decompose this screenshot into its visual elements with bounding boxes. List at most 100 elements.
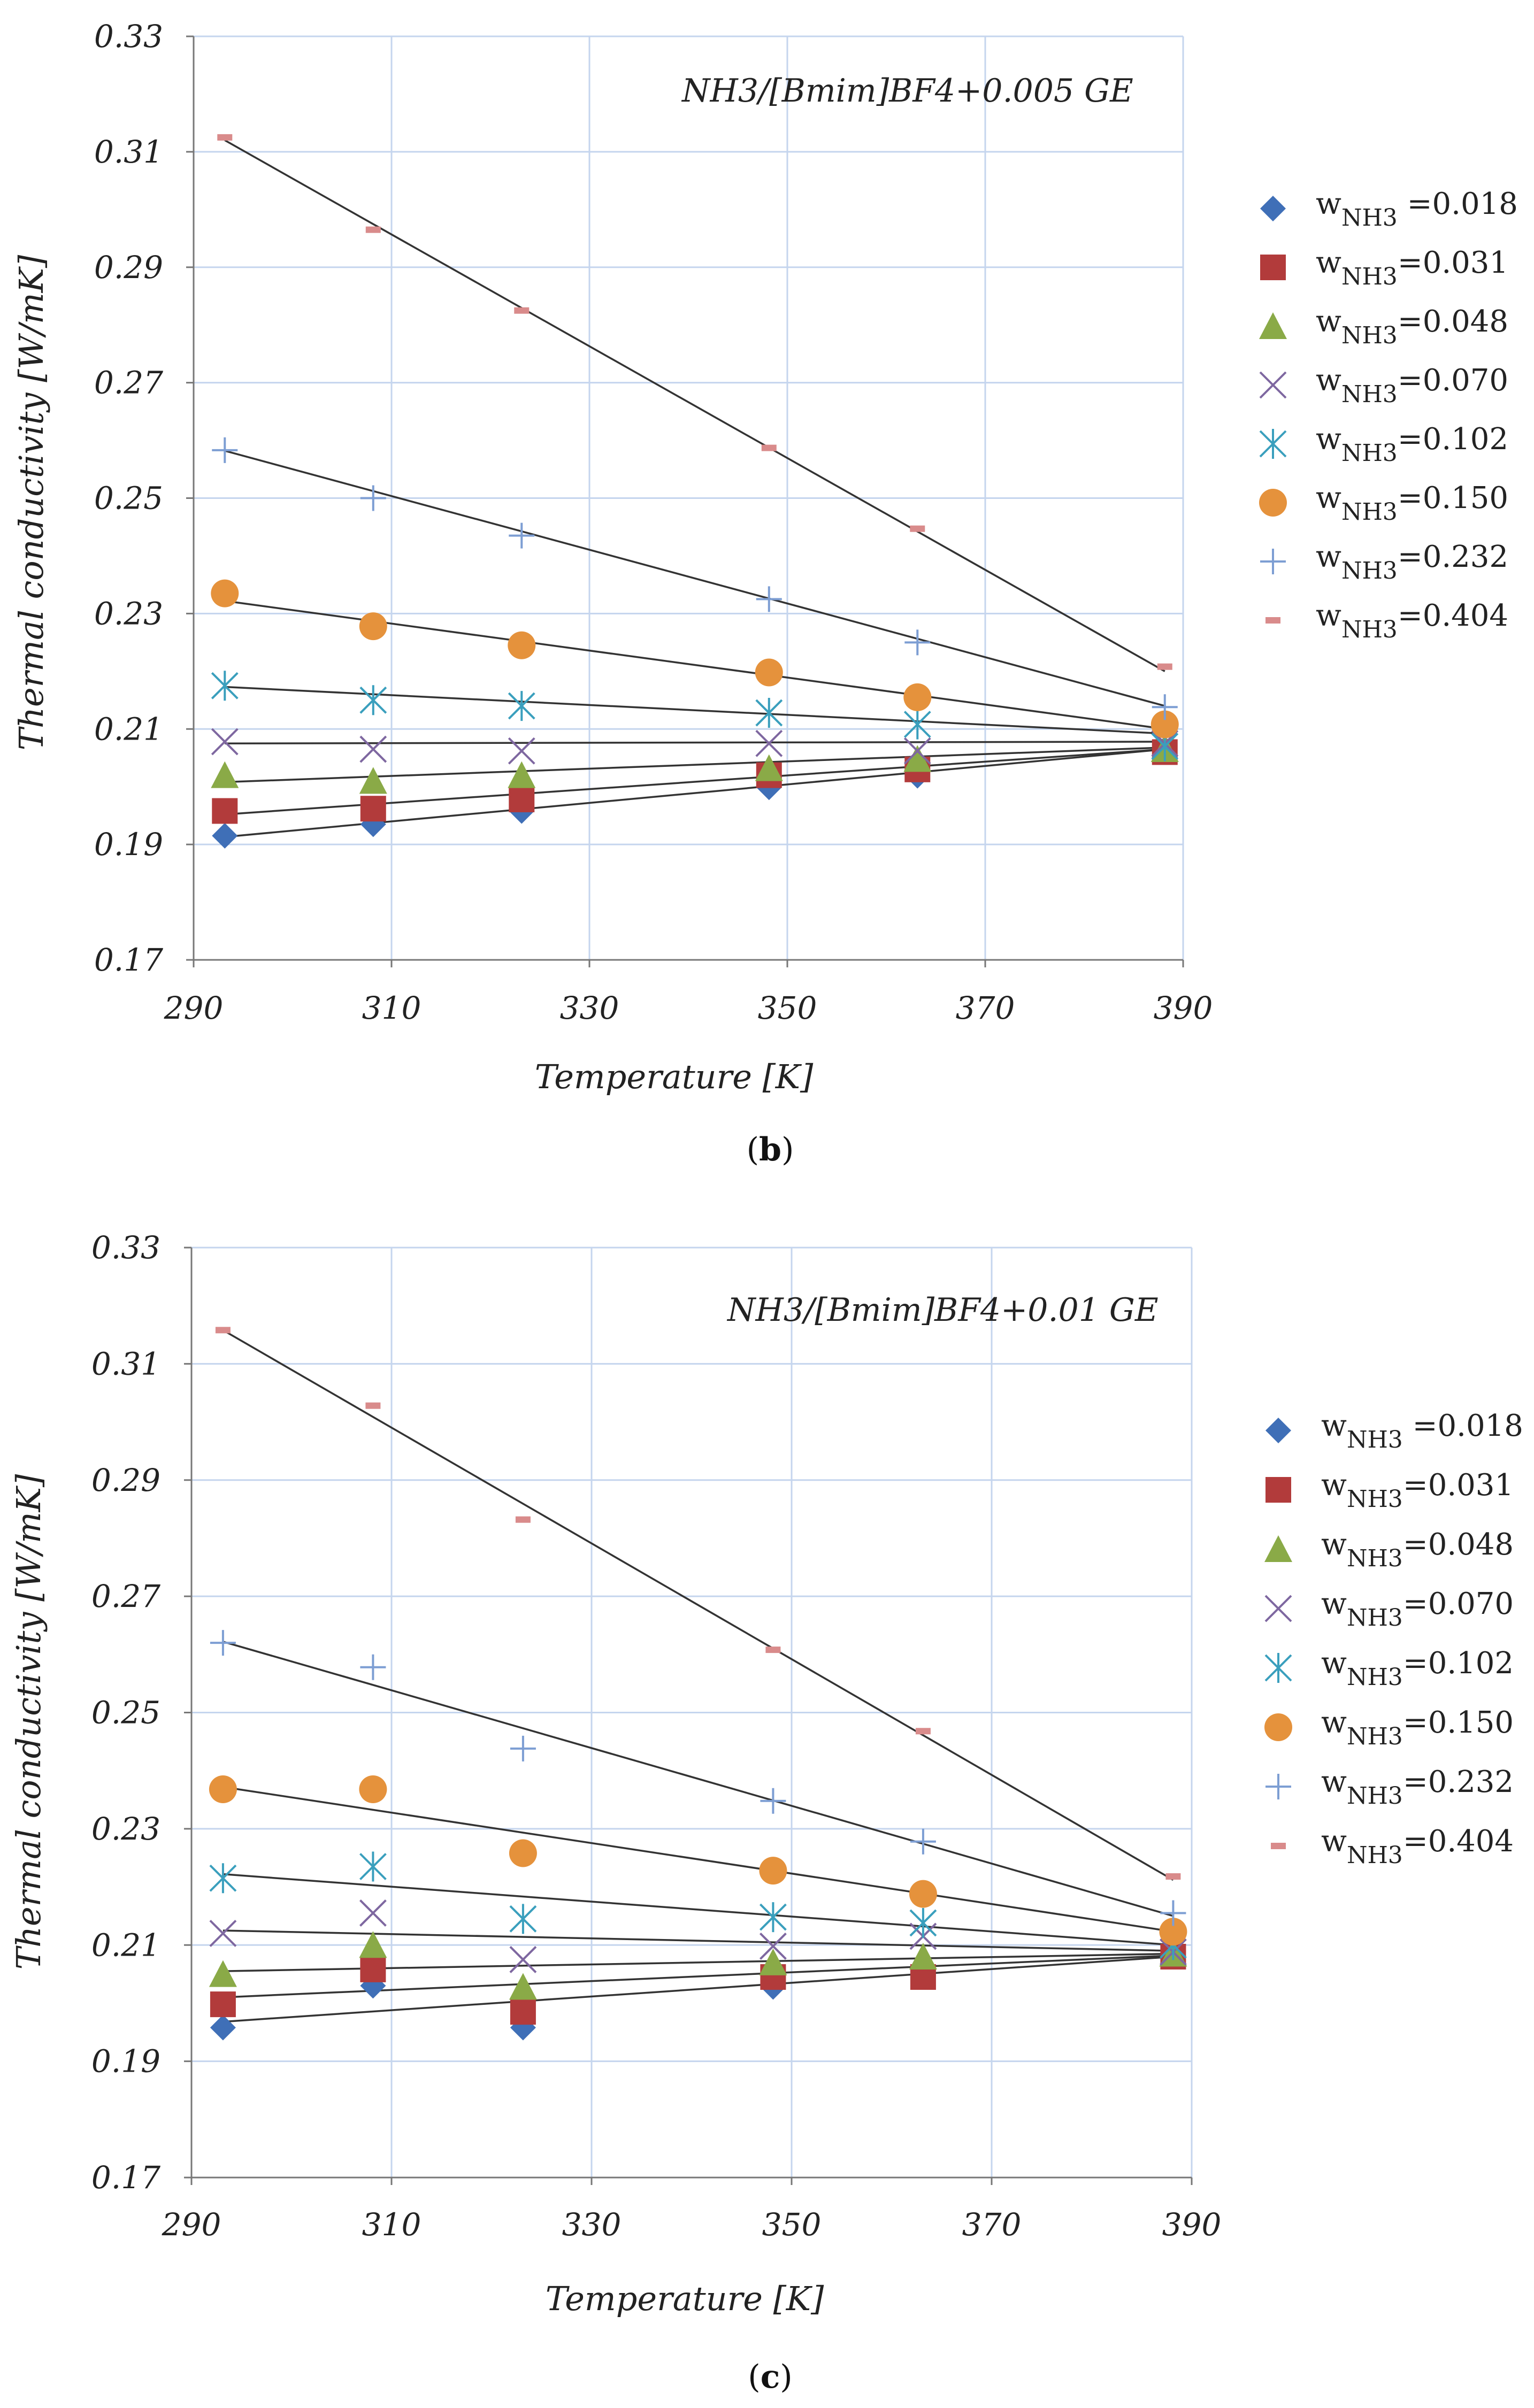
legend-label: wNH3=0.404 (1321, 1824, 1514, 1869)
y-axis-title: Thermal conductivity [W/mK] (9, 1474, 48, 1970)
legend: wNH3 =0.018 wNH3=0.031 wNH3=0.048 wNH3=0.07… (1264, 1409, 1523, 1869)
x-tick-label: 350 (758, 990, 817, 1026)
data-point-series-6 (360, 485, 386, 511)
data-point-series-7 (215, 1327, 231, 1334)
y-tick-label: 0.27 (94, 365, 163, 401)
x-tick-label: 330 (562, 2206, 622, 2243)
data-point-series-6 (360, 1654, 386, 1680)
legend-label: wNH3=0.150 (1316, 481, 1508, 526)
data-point-series-7 (514, 307, 530, 314)
chart-panel-c: NH3/[Bmim]BF4+0.01 GE Thermal conductivi… (9, 1229, 1523, 2396)
data-point-series-5 (903, 683, 932, 711)
data-point-series-6 (212, 437, 238, 463)
legend-marker-2 (1259, 312, 1287, 339)
data-point-series-3 (209, 1920, 237, 1947)
tick-labels: 0.17 0.19 0.21 0.23 0.25 0.27 0.29 0.31 0.33 290 3… (91, 1229, 1222, 2243)
data-point-series-5 (508, 631, 536, 659)
data-point-series-5 (755, 658, 783, 687)
data-point-series-1 (210, 1991, 236, 2018)
data-point-series-3 (359, 735, 387, 763)
y-tick-label: 0.29 (91, 1462, 160, 1498)
data-points (209, 1327, 1187, 2041)
data-point-series-4 (903, 709, 931, 740)
legend-label: wNH3=0.048 (1321, 1527, 1514, 1572)
y-tick-label: 0.25 (94, 480, 163, 517)
fit-line-series-6 (224, 450, 1165, 707)
legend-marker-4 (1264, 1653, 1292, 1683)
legend-marker-1 (1265, 1477, 1291, 1503)
data-point-series-4 (509, 1904, 537, 1934)
panel-caption: (c) (748, 2358, 792, 2396)
data-point-series-5 (1159, 1918, 1187, 1946)
legend-marker-4 (1259, 429, 1287, 459)
data-point-series-2 (209, 1960, 237, 1987)
data-point-series-2 (359, 1931, 387, 1958)
legend-label: wNH3 =0.018 (1316, 187, 1518, 232)
chart-annotation: NH3/[Bmim]BF4+0.005 GE (681, 72, 1133, 110)
legend-marker-0 (1260, 196, 1286, 221)
legend-marker-2 (1264, 1535, 1292, 1562)
data-point-series-2 (211, 761, 239, 788)
data-point-series-3 (903, 737, 931, 765)
data-point-series-7 (1165, 1873, 1181, 1880)
y-tick-label: 0.33 (91, 1229, 160, 1266)
legend-label: wNH3=0.102 (1316, 422, 1508, 467)
data-point-series-6 (510, 1735, 536, 1761)
data-point-series-0 (210, 2014, 236, 2041)
data-point-series-2 (909, 1942, 937, 1970)
data-point-series-7 (515, 1516, 531, 1523)
tick-labels: 0.17 0.19 0.21 0.23 0.25 0.27 0.29 0.31 0.33 290 3… (94, 18, 1213, 1026)
data-point-series-7 (1157, 663, 1172, 670)
y-tick-label: 0.25 (91, 1695, 160, 1731)
data-point-series-5 (1150, 710, 1179, 738)
data-point-series-4 (759, 1902, 787, 1933)
data-point-series-7 (761, 444, 777, 451)
data-point-series-5 (359, 612, 387, 641)
chart-panel-b: NH3/[Bmim]BF4+0.005 GE Thermal conductiv… (12, 18, 1518, 1168)
legend-marker-0 (1265, 1418, 1291, 1443)
fit-line-series-7 (224, 139, 1165, 672)
legend-label: wNH3=0.070 (1321, 1587, 1514, 1632)
data-point-series-7 (915, 1728, 931, 1735)
x-tick-label: 390 (1154, 990, 1213, 1026)
axes (184, 1247, 1193, 2185)
y-tick-label: 0.19 (91, 2043, 160, 2080)
fit-line-series-3 (225, 741, 1165, 744)
data-point-series-6 (1152, 694, 1178, 720)
fit-line-series-2 (225, 747, 1165, 783)
legend-marker-7 (1271, 1843, 1286, 1849)
y-axis-title: Thermal conductivity [W/mK] (12, 255, 51, 750)
legend-marker-6 (1265, 1774, 1291, 1799)
data-point-series-6 (210, 1630, 236, 1656)
legend-label: wNH3 =0.018 (1321, 1409, 1523, 1453)
y-tick-label: 0.19 (94, 826, 163, 863)
data-point-series-1 (360, 1956, 386, 1982)
data-point-series-1 (510, 1999, 536, 2025)
data-point-series-4 (508, 691, 535, 721)
legend-label: wNH3=0.102 (1321, 1646, 1514, 1691)
data-point-series-3 (759, 1933, 787, 1960)
data-point-series-7 (365, 1402, 381, 1409)
legend-label: wNH3=0.232 (1316, 540, 1508, 584)
x-axis-title: Temperature [K] (535, 1057, 814, 1096)
data-point-series-6 (756, 586, 782, 612)
legend-marker-7 (1265, 617, 1280, 624)
x-tick-label: 370 (956, 990, 1015, 1026)
y-tick-label: 0.17 (94, 942, 163, 978)
data-point-series-4 (909, 1907, 937, 1938)
data-point-series-4 (359, 685, 387, 716)
panel-caption-letter: b (759, 1131, 781, 1168)
legend-marker-3 (1264, 1595, 1292, 1622)
fit-line-series-7 (223, 1329, 1174, 1881)
legend-label: wNH3=0.070 (1316, 363, 1508, 408)
legend: wNH3 =0.018 wNH3=0.031 wNH3=0.048 wNH3=0.07… (1259, 187, 1518, 643)
data-point-series-5 (509, 1839, 537, 1867)
chart-annotation: NH3/[Bmim]BF4+0.01 GE (726, 1291, 1159, 1329)
x-tick-label: 290 (162, 2206, 221, 2243)
fit-line-series-3 (223, 1929, 1173, 1952)
x-axis-title: Temperature [K] (546, 2279, 824, 2318)
panel-caption: (b) (747, 1131, 794, 1168)
data-point-series-2 (755, 754, 783, 781)
data-point-series-2 (508, 761, 536, 788)
